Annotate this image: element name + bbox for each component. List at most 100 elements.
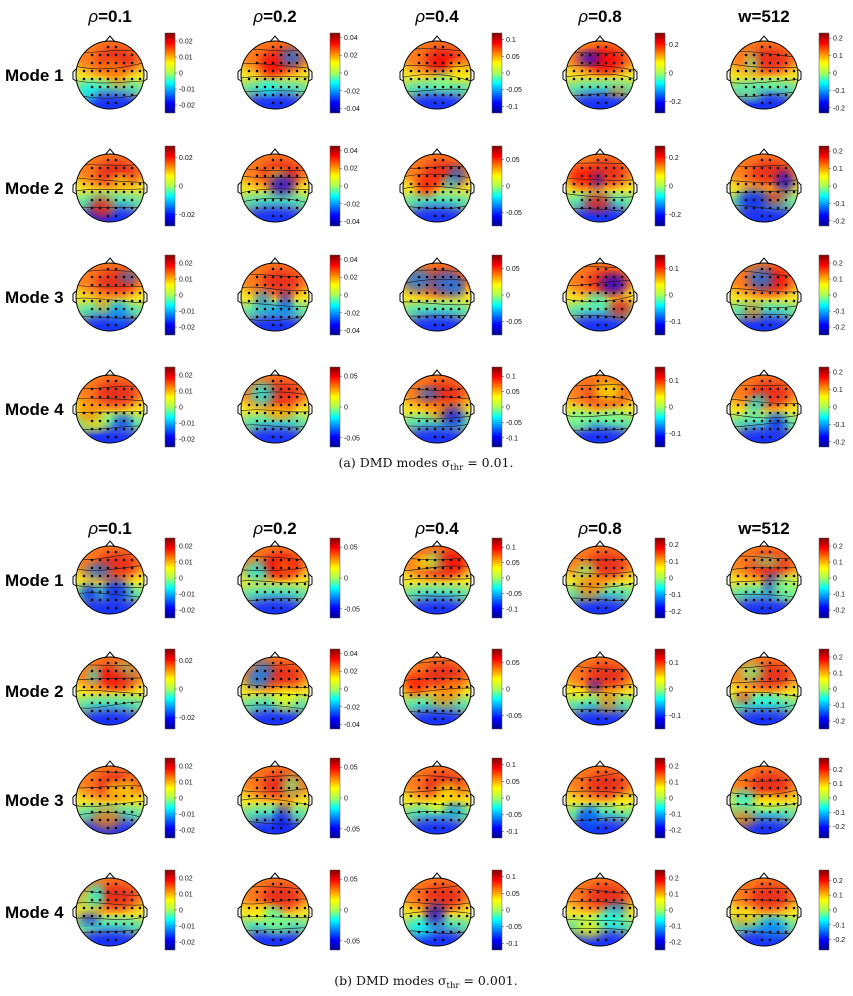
colorbar: 0.2 0 -0.2 xyxy=(654,145,681,227)
colorbar: 0.1 0 -0.1 xyxy=(654,648,681,730)
colorbar-tick-label: -0.02 xyxy=(179,715,195,722)
topomap xyxy=(562,35,638,110)
colorbar-tick-label: -0.1 xyxy=(506,941,518,948)
right-ear-mark xyxy=(470,793,475,807)
colorbar: 0.04 0.02 0 -0.02 -0.04 xyxy=(329,648,360,730)
colorbar-tick-label: -0.1 xyxy=(669,592,681,599)
nose-mark xyxy=(104,760,116,768)
colorbar-tick-label: 0.01 xyxy=(179,780,193,787)
nose-mark xyxy=(104,35,116,43)
topomap xyxy=(399,148,475,223)
colorbar-tick-label: 0 xyxy=(344,71,348,78)
colorbar-tick-label: -0.02 xyxy=(179,437,195,444)
colorbar-tick-label: -0.2 xyxy=(833,719,845,726)
right-ear-mark xyxy=(308,181,313,195)
topomap xyxy=(399,760,475,835)
colorbar-tick-label: -0.05 xyxy=(344,435,360,442)
colorbar-tick-label: -0.1 xyxy=(669,319,681,326)
colorbar-tick-label: -0.01 xyxy=(179,812,195,819)
left-ear-mark xyxy=(72,68,77,82)
nose-mark xyxy=(594,540,606,548)
topomap xyxy=(726,35,802,110)
colorbar: 0.02 0.01 0 -0.01 -0.02 xyxy=(164,366,195,448)
right-ear-mark xyxy=(797,290,802,304)
topomap xyxy=(237,257,313,332)
colorbar-tick-label: -0.1 xyxy=(669,812,681,819)
topomap xyxy=(399,872,475,947)
colorbar-tick-label: -0.02 xyxy=(344,88,360,95)
colorbar-tick-label: 0 xyxy=(344,293,348,300)
topomap xyxy=(726,760,802,835)
colorbar: 0.04 0.02 0 -0.02 -0.04 xyxy=(329,145,360,227)
colorbar: 0.2 0.1 0 -0.1 -0.2 xyxy=(818,869,845,951)
left-ear-mark xyxy=(399,181,404,195)
left-ear-mark xyxy=(237,402,242,416)
colorbar: 0.2 0.1 0 -0.1 -0.2 xyxy=(818,145,845,227)
colorbar-tick-label: -0.2 xyxy=(833,325,845,332)
row-header: Mode 4 xyxy=(5,400,64,419)
colorbar-tick-label: 0 xyxy=(669,908,673,915)
topomap xyxy=(562,872,638,947)
topomap xyxy=(237,760,313,835)
colorbar: 0.2 0.1 0 -0.1 -0.2 xyxy=(654,757,681,839)
colorbar-tick-label: 0 xyxy=(669,293,673,300)
colorbar-tick-label: 0 xyxy=(506,796,510,803)
right-ear-mark xyxy=(143,905,148,919)
subfigure-caption: (a) DMD modes σthr = 0.01. xyxy=(339,455,514,473)
topomap xyxy=(399,257,475,332)
left-ear-mark xyxy=(237,181,242,195)
column-header: ρ=0.2 xyxy=(252,7,296,26)
colorbar-tick-label: 0 xyxy=(344,687,348,694)
column-header: ρ=0.8 xyxy=(577,519,621,538)
right-ear-mark xyxy=(633,793,638,807)
colorbar-tick-label: 0.04 xyxy=(344,651,358,658)
colorbar-tick-label: -0.1 xyxy=(833,422,845,429)
colorbar: 0.2 0.1 0 -0.1 -0.2 xyxy=(818,32,845,114)
nose-mark xyxy=(269,35,281,43)
colorbar: 0.1 0.05 0 -0.05 -0.1 xyxy=(491,366,522,448)
colorbar: 0.05 0 -0.05 xyxy=(329,366,360,448)
nose-mark xyxy=(758,148,770,156)
colorbar: 0.2 0.1 0 -0.1 -0.2 xyxy=(818,757,845,839)
colorbar-tick-label: 0.05 xyxy=(344,545,358,552)
subfigure-caption: (b) DMD modes σthr = 0.001. xyxy=(334,973,517,991)
colorbar-tick-label: 0 xyxy=(506,71,510,78)
colorbar-tick-label: -0.05 xyxy=(506,319,522,326)
column-header: ρ=0.2 xyxy=(252,519,296,538)
colorbar-tick-label: -0.1 xyxy=(506,435,518,442)
colorbar-tick-label: 0.02 xyxy=(344,166,358,173)
colorbar-tick-label: -0.1 xyxy=(506,104,518,111)
nose-mark xyxy=(594,369,606,377)
colorbar-tick-label: 0 xyxy=(669,184,673,191)
right-ear-mark xyxy=(470,181,475,195)
colorbar-tick-label: 0.01 xyxy=(179,389,193,396)
colorbar-tick-label: 0.1 xyxy=(833,781,843,788)
nose-mark xyxy=(104,369,116,377)
left-ear-mark xyxy=(237,290,242,304)
left-ear-mark xyxy=(72,793,77,807)
right-ear-mark xyxy=(470,68,475,82)
nose-mark xyxy=(594,35,606,43)
colorbar-tick-label: 0.2 xyxy=(669,42,679,49)
column-header: ρ=0.4 xyxy=(414,7,459,26)
right-ear-mark xyxy=(633,573,638,587)
colorbar-tick-label: 0.1 xyxy=(833,166,843,173)
colorbar-tick-label: 0 xyxy=(179,71,183,78)
column-header: w=512 xyxy=(737,7,790,26)
colorbar: 0.04 0.02 0 -0.02 -0.04 xyxy=(329,254,360,336)
nose-mark xyxy=(269,760,281,768)
column-header: w=512 xyxy=(737,519,790,538)
colorbar-tick-label: 0 xyxy=(344,184,348,191)
colorbar-tick-label: 0 xyxy=(179,405,183,412)
colorbar: 0.1 0 -0.1 xyxy=(654,254,681,336)
colorbar-tick-label: 0 xyxy=(833,184,837,191)
colorbar-tick-label: 0 xyxy=(179,796,183,803)
left-ear-mark xyxy=(562,905,567,919)
right-ear-mark xyxy=(797,905,802,919)
right-ear-mark xyxy=(470,905,475,919)
colorbar-tick-label: -0.01 xyxy=(179,309,195,316)
colorbar-tick-label: -0.2 xyxy=(833,105,845,112)
colorbar-tick-label: 0.05 xyxy=(506,266,520,273)
left-ear-mark xyxy=(72,402,77,416)
row-header: Mode 4 xyxy=(5,903,64,922)
